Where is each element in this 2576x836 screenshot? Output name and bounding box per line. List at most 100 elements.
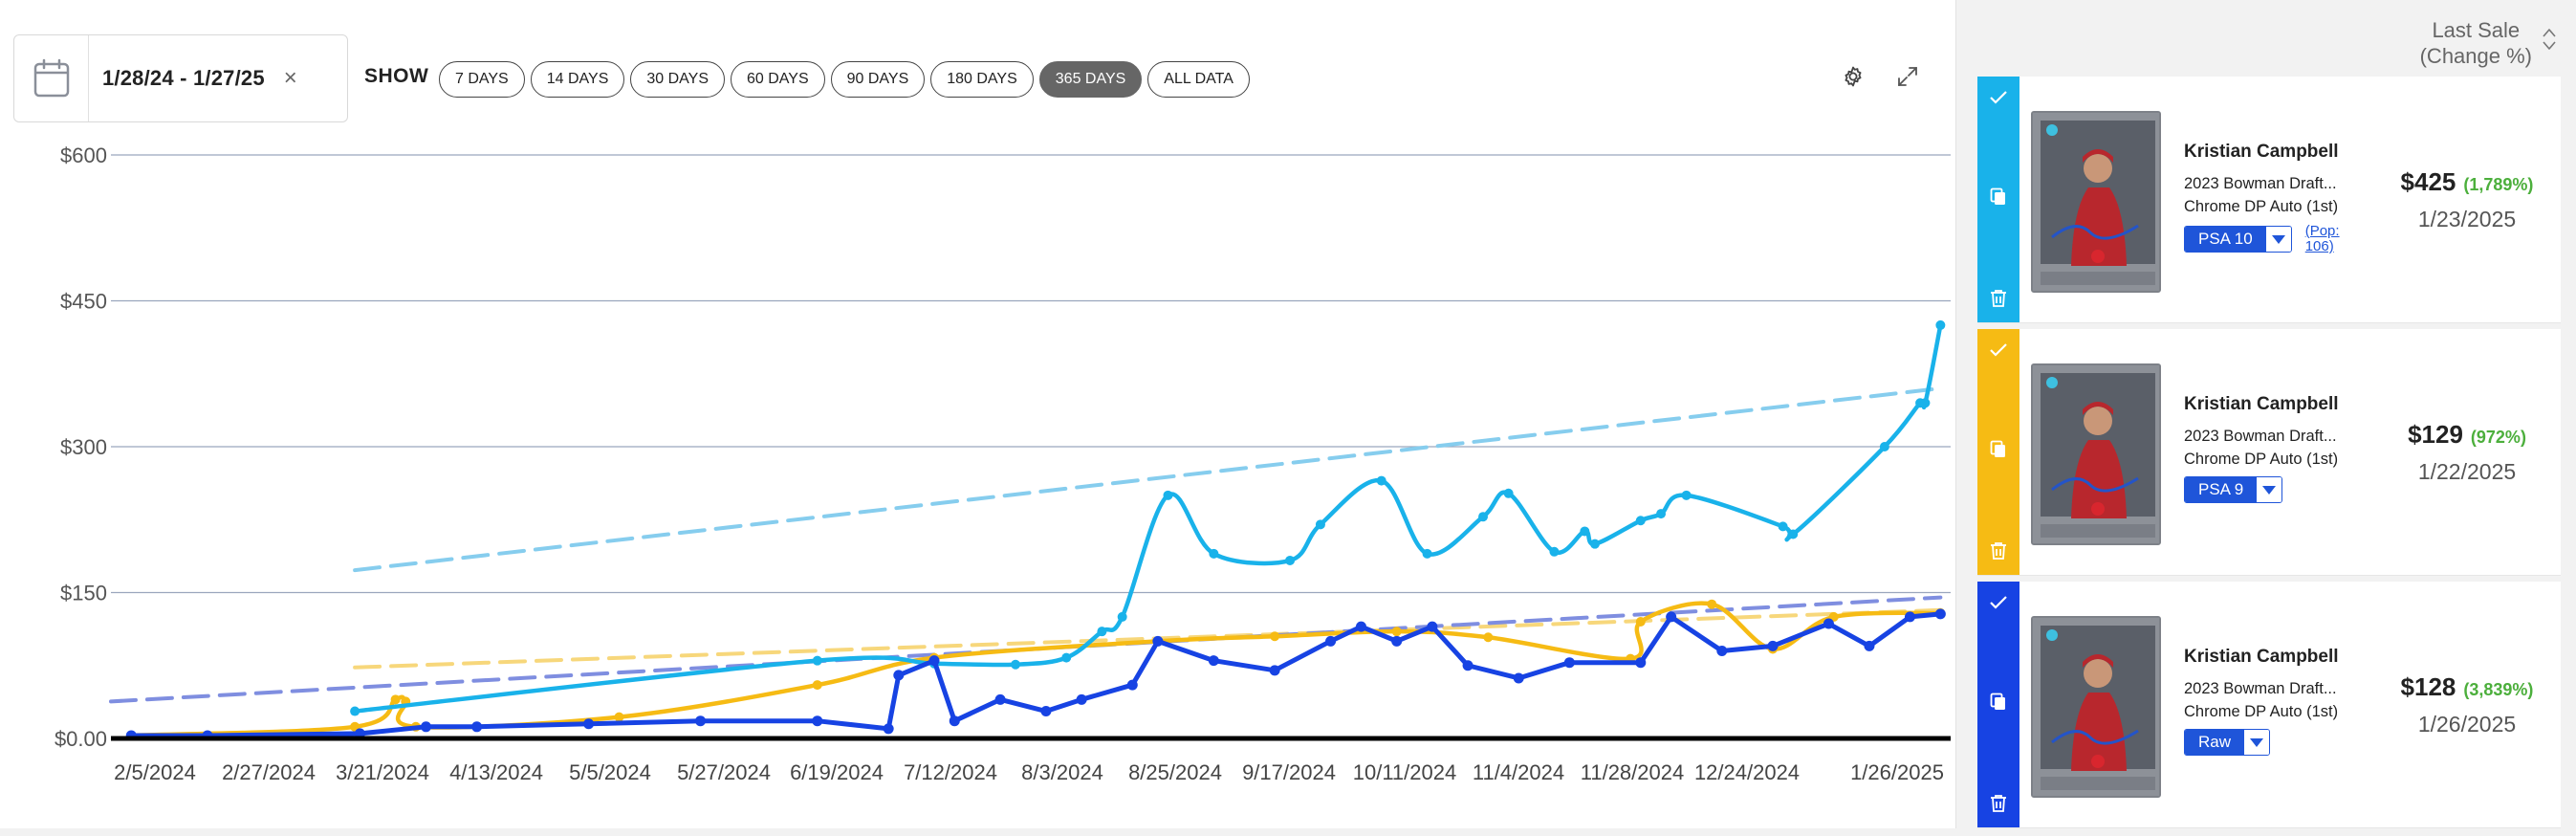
trash-icon[interactable] — [1990, 541, 2007, 565]
data-point[interactable] — [1152, 635, 1164, 647]
data-point[interactable] — [1163, 490, 1173, 500]
card-listing[interactable]: Kristian Campbell 2023 Bowman Draft... C… — [1977, 329, 2561, 576]
sort-icon[interactable] — [2542, 27, 2557, 56]
population-link[interactable]: (Pop: 106) — [2305, 224, 2340, 254]
range-button-60-days[interactable]: 60 DAYS — [730, 61, 825, 98]
card-image[interactable] — [2031, 616, 2161, 798]
data-point[interactable] — [421, 721, 432, 733]
data-point[interactable] — [893, 670, 905, 681]
data-point[interactable] — [1503, 488, 1514, 498]
data-point[interactable] — [1935, 319, 1946, 330]
data-point[interactable] — [949, 715, 960, 727]
data-point[interactable] — [1904, 611, 1915, 623]
data-point[interactable] — [1767, 640, 1779, 651]
range-button-180-days[interactable]: 180 DAYS — [930, 61, 1034, 98]
data-point[interactable] — [1635, 516, 1646, 526]
series-line-0[interactable] — [352, 322, 1943, 714]
data-point[interactable] — [994, 693, 1006, 705]
data-point[interactable] — [583, 718, 595, 730]
data-point[interactable] — [1580, 526, 1590, 537]
data-point[interactable] — [1879, 442, 1889, 451]
check-icon[interactable] — [1989, 595, 2008, 615]
data-point[interactable] — [1563, 657, 1575, 669]
data-point[interactable] — [1635, 657, 1647, 669]
data-point[interactable] — [1285, 555, 1296, 565]
data-point[interactable] — [1011, 659, 1021, 670]
data-point[interactable] — [1422, 548, 1432, 559]
data-point[interactable] — [1376, 475, 1386, 486]
data-point[interactable] — [1934, 608, 1946, 620]
data-point[interactable] — [695, 715, 707, 727]
data-point[interactable] — [1076, 693, 1087, 705]
player-name[interactable]: Kristian Campbell — [2184, 647, 2339, 667]
trash-icon[interactable] — [1990, 794, 2007, 818]
copy-icon[interactable] — [1990, 693, 2007, 716]
card-listing[interactable]: Kristian Campbell 2023 Bowman Draft... C… — [1977, 77, 2561, 323]
data-point[interactable] — [1549, 546, 1560, 557]
data-point[interactable] — [1483, 632, 1494, 643]
data-point[interactable] — [1788, 529, 1799, 539]
data-point[interactable] — [350, 706, 360, 716]
player-name[interactable]: Kristian Campbell — [2184, 394, 2339, 414]
data-point[interactable] — [1209, 548, 1219, 559]
range-button-14-days[interactable]: 14 DAYS — [530, 61, 625, 98]
check-icon[interactable] — [1989, 90, 2008, 110]
data-point[interactable] — [1635, 617, 1646, 627]
data-point[interactable] — [1462, 660, 1474, 671]
data-point[interactable] — [1707, 599, 1717, 609]
data-point[interactable] — [1513, 672, 1524, 684]
series-line-2[interactable] — [128, 611, 1943, 738]
data-point[interactable] — [1589, 539, 1600, 549]
data-point[interactable] — [1823, 618, 1834, 629]
data-point[interactable] — [1269, 665, 1280, 676]
data-point[interactable] — [390, 694, 401, 705]
data-point[interactable] — [1117, 611, 1127, 622]
data-point[interactable] — [1681, 490, 1692, 500]
copy-icon[interactable] — [1990, 440, 2007, 464]
clear-date-icon[interactable]: × — [283, 65, 297, 91]
data-point[interactable] — [1040, 706, 1052, 717]
date-range-text[interactable]: 1/28/24 - 1/27/25 — [102, 66, 265, 90]
data-point[interactable] — [812, 680, 822, 691]
grade-dropdown[interactable]: PSA 9 — [2184, 476, 2283, 503]
data-point[interactable] — [1391, 627, 1402, 637]
grade-dropdown[interactable]: Raw — [2184, 729, 2271, 756]
card-listing[interactable]: Kristian Campbell 2023 Bowman Draft... C… — [1977, 582, 2561, 828]
data-point[interactable] — [883, 723, 894, 735]
range-button-365-days[interactable]: 365 DAYS — [1038, 61, 1143, 98]
player-name[interactable]: Kristian Campbell — [2184, 142, 2339, 162]
data-point[interactable] — [1666, 611, 1677, 623]
data-point[interactable] — [1061, 652, 1072, 663]
range-button-30-days[interactable]: 30 DAYS — [630, 61, 725, 98]
data-point[interactable] — [1391, 635, 1403, 647]
data-point[interactable] — [928, 655, 940, 667]
last-sale-header[interactable]: Last Sale (Change %) — [2420, 17, 2532, 69]
data-point[interactable] — [1270, 631, 1280, 642]
expand-icon[interactable] — [1896, 65, 1919, 93]
range-button-7-days[interactable]: 7 DAYS — [439, 61, 525, 98]
data-point[interactable] — [1315, 519, 1325, 530]
calendar-icon[interactable] — [14, 35, 89, 121]
data-point[interactable] — [1778, 521, 1788, 532]
data-point[interactable] — [1208, 655, 1219, 667]
data-point[interactable] — [1097, 627, 1107, 637]
data-point[interactable] — [1355, 621, 1366, 632]
data-point[interactable] — [812, 715, 823, 727]
data-point[interactable] — [1864, 640, 1875, 651]
range-button-90-days[interactable]: 90 DAYS — [830, 61, 926, 98]
data-point[interactable] — [1716, 646, 1728, 656]
card-image[interactable] — [2031, 111, 2161, 293]
date-range-picker[interactable]: 1/28/24 - 1/27/25 × — [13, 34, 348, 122]
line-chart[interactable]: $600 $450 $300 $150 $0.00 2/5/2024 2/27/2024 3/… — [0, 0, 1956, 828]
data-point[interactable] — [1478, 512, 1489, 522]
data-point[interactable] — [471, 721, 483, 733]
data-point[interactable] — [812, 655, 822, 666]
range-button-all-data[interactable]: ALL DATA — [1147, 61, 1250, 98]
trash-icon[interactable] — [1990, 289, 2007, 313]
data-point[interactable] — [1126, 679, 1138, 691]
data-point[interactable] — [1656, 509, 1667, 519]
grade-dropdown[interactable]: PSA 10 — [2184, 226, 2292, 253]
gear-icon[interactable] — [1842, 65, 1865, 93]
copy-icon[interactable] — [1990, 187, 2007, 211]
data-point[interactable] — [1325, 635, 1337, 647]
